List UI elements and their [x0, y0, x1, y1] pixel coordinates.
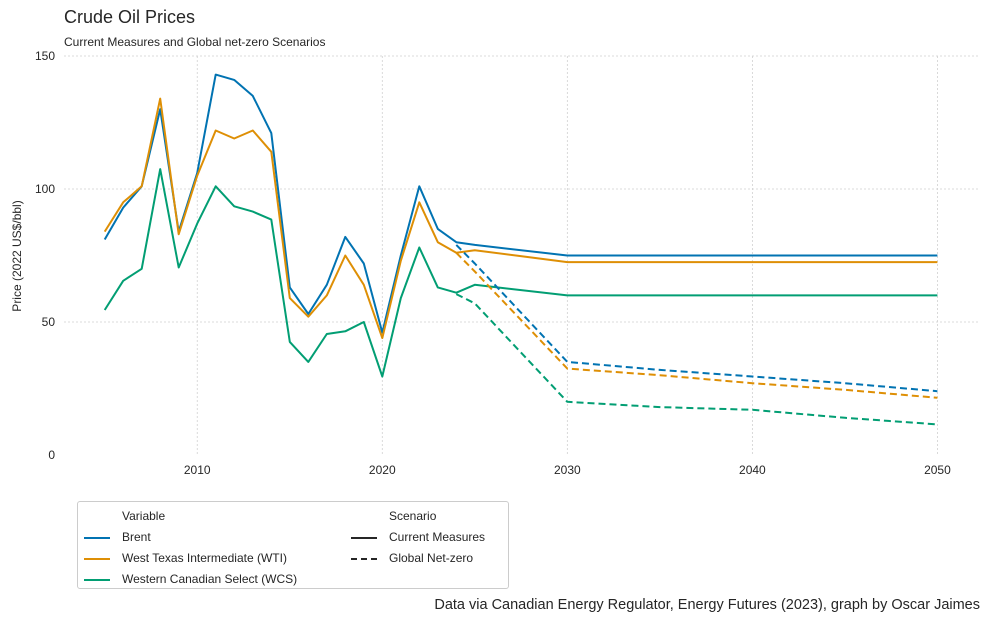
y-tick-label: 150 [35, 49, 55, 63]
legend-swatch-dashed [351, 558, 377, 560]
legend-scenario-title: Scenario [389, 509, 437, 523]
x-tick-label: 2040 [739, 463, 766, 477]
legend-swatch-wti [84, 558, 110, 560]
legend-label-global-net-zero: Global Net-zero [389, 551, 474, 565]
legend-label-wti: West Texas Intermediate (WTI) [122, 551, 287, 565]
y-tick-label: 0 [48, 448, 55, 462]
series-line-west-net-zero [455, 252, 938, 399]
series-line-western-net-zero [455, 293, 938, 426]
legend-swatch-brent [84, 537, 110, 539]
y-tick-labels: 0 50 100 150 [35, 49, 55, 462]
x-tick-label: 2020 [369, 463, 396, 477]
series-lines [103, 73, 938, 426]
chart-subtitle: Current Measures and Global net-zero Sce… [64, 35, 326, 49]
series-line-brent-current [103, 73, 938, 334]
legend-variable-title: Variable [122, 509, 166, 523]
y-axis-label: Price (2022 US$/bbl) [10, 200, 24, 311]
x-tick-label: 2050 [924, 463, 951, 477]
legend-label-current-measures: Current Measures [389, 530, 486, 544]
source-caption: Data via Canadian Energy Regulator, Ener… [434, 597, 980, 613]
x-tick-label: 2010 [184, 463, 211, 477]
y-tick-label: 50 [42, 315, 56, 329]
x-tick-label: 2030 [554, 463, 581, 477]
legend-label-wcs: Western Canadian Select (WCS) [122, 572, 298, 586]
series-line-west-current [103, 97, 938, 339]
grid-lines [64, 55, 980, 455]
legend-scenario-column: Scenario Current Measures Global Net-zer… [351, 506, 485, 569]
legend-swatch-wcs [84, 579, 110, 581]
legend-item-current-measures: Current Measures [351, 527, 485, 548]
legend-swatch-solid [351, 537, 377, 539]
legend-item-global-net-zero: Global Net-zero [351, 548, 485, 569]
legend-item-brent: Brent [84, 527, 297, 548]
legend-item-wcs: Western Canadian Select (WCS) [84, 569, 297, 590]
x-tick-labels: 2010 2020 2030 2040 2050 [184, 463, 951, 477]
series-line-brent-net-zero [455, 244, 938, 393]
legend: Variable Brent West Texas Intermediate (… [77, 501, 509, 589]
y-tick-label: 100 [35, 182, 55, 196]
legend-label-brent: Brent [122, 530, 151, 544]
legend-item-wti: West Texas Intermediate (WTI) [84, 548, 297, 569]
legend-variable-column: Variable Brent West Texas Intermediate (… [84, 506, 297, 590]
series-line-western-current [103, 168, 938, 378]
chart-title: Crude Oil Prices [64, 7, 196, 27]
